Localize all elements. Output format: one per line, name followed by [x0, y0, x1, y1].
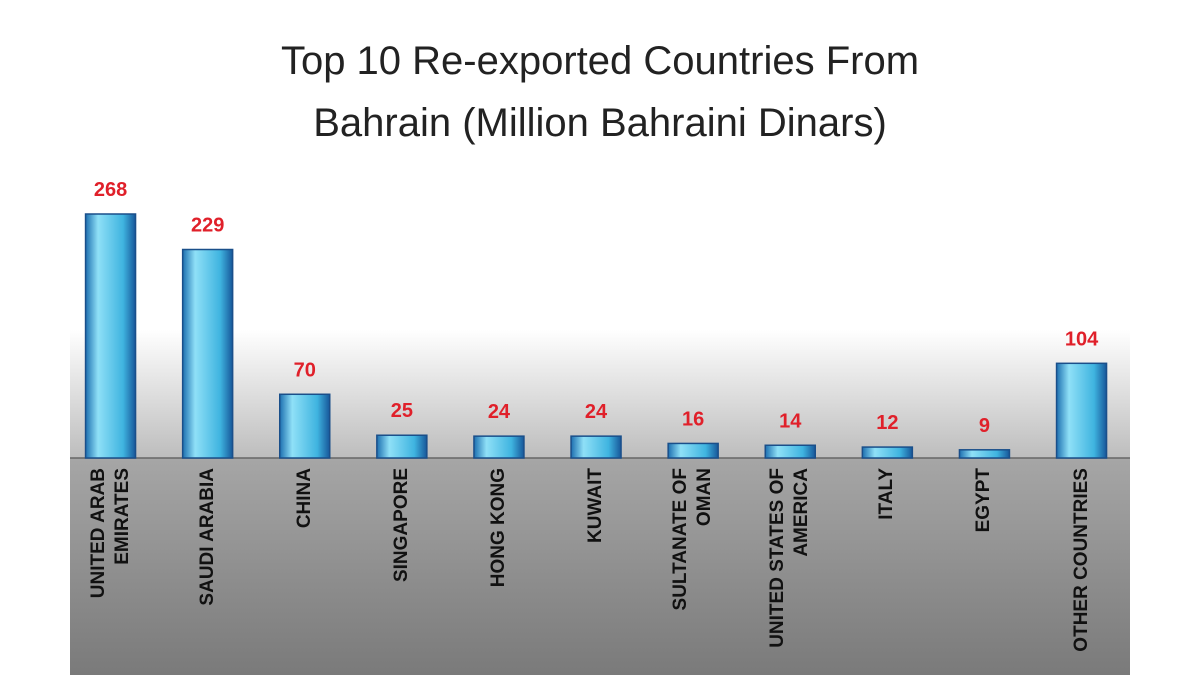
x-tick-label: SINGAPORE [390, 468, 412, 583]
x-tick-label: UNITED ARAB EMIRATES [87, 468, 133, 599]
bar [84, 213, 137, 459]
value-label: 14 [779, 410, 802, 432]
bar [570, 435, 622, 459]
value-label: 70 [294, 359, 316, 381]
bar [473, 435, 525, 459]
value-label: 25 [391, 400, 413, 422]
value-label: 9 [979, 415, 990, 437]
x-tick-label: EGYPT [973, 468, 995, 533]
x-tick-label: UNITED STATES OF AMERICA [767, 468, 813, 648]
value-label: 104 [1065, 328, 1099, 350]
value-label: 24 [585, 401, 608, 423]
title-box: Top 10 Re-exported Countries From Bahrai… [0, 30, 1200, 154]
bar [958, 449, 1011, 459]
bar [667, 442, 719, 459]
x-tick-label: OTHER COUNTRIES [1070, 468, 1092, 652]
x-tick-label: HONG KONG [487, 468, 509, 588]
x-tick-label: CHINA [293, 468, 315, 529]
bar [279, 393, 331, 459]
bar [861, 446, 914, 459]
label-panel [70, 458, 1130, 675]
bar [1055, 362, 1108, 459]
bar [764, 444, 816, 459]
value-label: 24 [488, 401, 511, 423]
value-label: 12 [876, 412, 898, 434]
value-label: 16 [682, 408, 704, 430]
chart-title: Top 10 Re-exported Countries From Bahrai… [280, 39, 920, 145]
x-tick-label: ITALY [876, 468, 898, 520]
x-tick-label: KUWAIT [585, 468, 607, 543]
bar [376, 434, 428, 459]
x-tick-label: SAUDI ARABIA [196, 468, 218, 606]
bar [181, 248, 234, 459]
value-label: 268 [94, 179, 127, 201]
x-tick-label: SULTANATE OF OMAN [670, 468, 716, 611]
value-label: 229 [191, 215, 224, 237]
